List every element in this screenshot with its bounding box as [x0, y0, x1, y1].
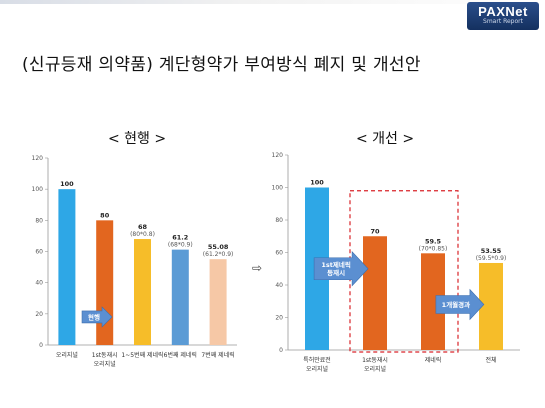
logo-subtitle: Smart Report — [483, 18, 523, 25]
value-sub-label: (80*0.8) — [130, 231, 155, 238]
value-label: 68 — [138, 223, 148, 231]
logo-brand: PAXNet — [478, 4, 528, 19]
top-gradient-bar — [0, 0, 545, 4]
annotation-text-current: 현행 — [88, 312, 100, 321]
y-tick-label: 60 — [35, 249, 43, 256]
value-label: 61.2 — [172, 234, 188, 242]
paxnet-logo: PAXNet Smart Report — [467, 2, 539, 30]
bar-current-4 — [209, 259, 227, 345]
page-title: (신규등재 의약품) 계단형약가 부여방식 폐지 및 개선안 — [22, 55, 421, 75]
annotation-arrow-current — [81, 306, 113, 328]
bar-current-2 — [134, 239, 151, 345]
value-sub-label: (68*0.9) — [168, 242, 193, 249]
section-title-improved: < 개선 > — [356, 131, 415, 147]
y-tick-label: 120 — [32, 155, 44, 162]
transition-arrow-icon: ⇨ — [252, 261, 262, 275]
category-label: 1st동재시 오리지널 — [362, 356, 388, 373]
value-label: 80 — [100, 211, 110, 219]
bar-improved-1 — [363, 236, 387, 350]
value-label: 55.08 — [208, 243, 229, 251]
annotation-arrow-first-generic — [313, 250, 369, 287]
section-title-current: < 현행 > — [108, 131, 167, 147]
y-tick-label: 100 — [272, 185, 284, 192]
y-tick-label: 40 — [35, 280, 43, 287]
y-tick-label: 100 — [32, 186, 44, 193]
bar-current-1 — [96, 220, 114, 345]
bar-current-3 — [171, 249, 189, 345]
category-label: 제네릭 — [425, 356, 442, 364]
category-label: 1st동재시 오리지널 — [92, 351, 118, 368]
category-label: 6번째 제네릭 — [164, 351, 197, 359]
value-label: 100 — [310, 179, 324, 187]
annotation-text-one-month: 1개월경과 — [442, 300, 470, 309]
bar-improved-3 — [479, 262, 503, 350]
y-tick-label: 80 — [275, 217, 283, 224]
category-label: 특허만료전 오리지널 — [303, 356, 331, 373]
y-tick-label: 0 — [279, 347, 283, 354]
value-label: 70 — [370, 227, 380, 235]
y-tick-label: 20 — [275, 315, 283, 322]
value-label: 59.5 — [425, 237, 442, 245]
y-tick-label: 40 — [275, 282, 283, 289]
value-label: 100 — [60, 180, 74, 188]
value-sub-label: (70*0.85) — [419, 245, 448, 252]
value-sub-label: (59.5*0.9) — [476, 255, 507, 262]
annotation-text-first-generic: 1st제네릭 등재시 — [321, 260, 350, 277]
value-label: 53.55 — [481, 247, 502, 255]
bar-current-0 — [58, 189, 76, 345]
y-tick-label: 80 — [35, 217, 43, 224]
annotation-arrow-one-month — [435, 288, 485, 321]
category-label: 1~5번째 제네릭 — [121, 351, 163, 359]
category-label: 7번째 제네릭 — [201, 351, 234, 359]
y-tick-label: 60 — [275, 250, 283, 257]
y-tick-label: 120 — [272, 152, 284, 159]
category-label: 오리지널 — [56, 351, 78, 359]
y-tick-label: 20 — [35, 311, 43, 318]
value-sub-label: (61.2*0.9) — [203, 251, 234, 258]
y-tick-label: 0 — [39, 342, 43, 349]
category-label: 전체 — [485, 356, 496, 364]
